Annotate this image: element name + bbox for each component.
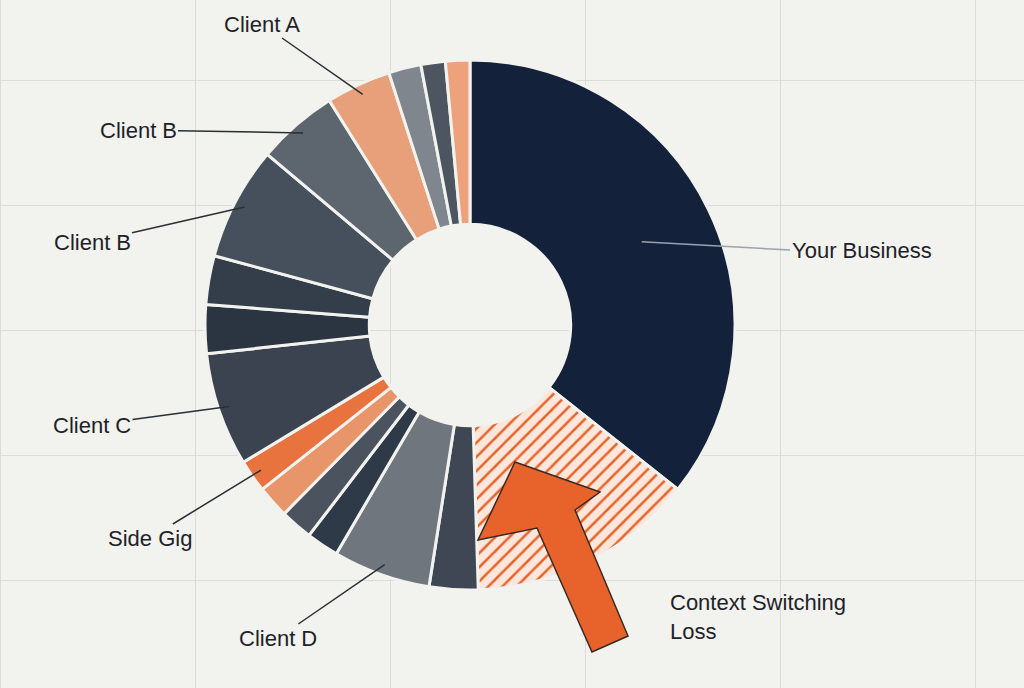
svg-text:Client B: Client B bbox=[100, 118, 177, 143]
svg-text:Client B: Client B bbox=[54, 230, 131, 255]
svg-text:Client C: Client C bbox=[53, 413, 131, 438]
svg-text:Side Gig: Side Gig bbox=[108, 526, 192, 551]
svg-text:Client D: Client D bbox=[239, 626, 317, 651]
svg-text:Context SwitchingLoss: Context SwitchingLoss bbox=[670, 590, 846, 644]
svg-text:Your Business: Your Business bbox=[792, 238, 932, 263]
svg-text:Client A: Client A bbox=[224, 12, 300, 37]
